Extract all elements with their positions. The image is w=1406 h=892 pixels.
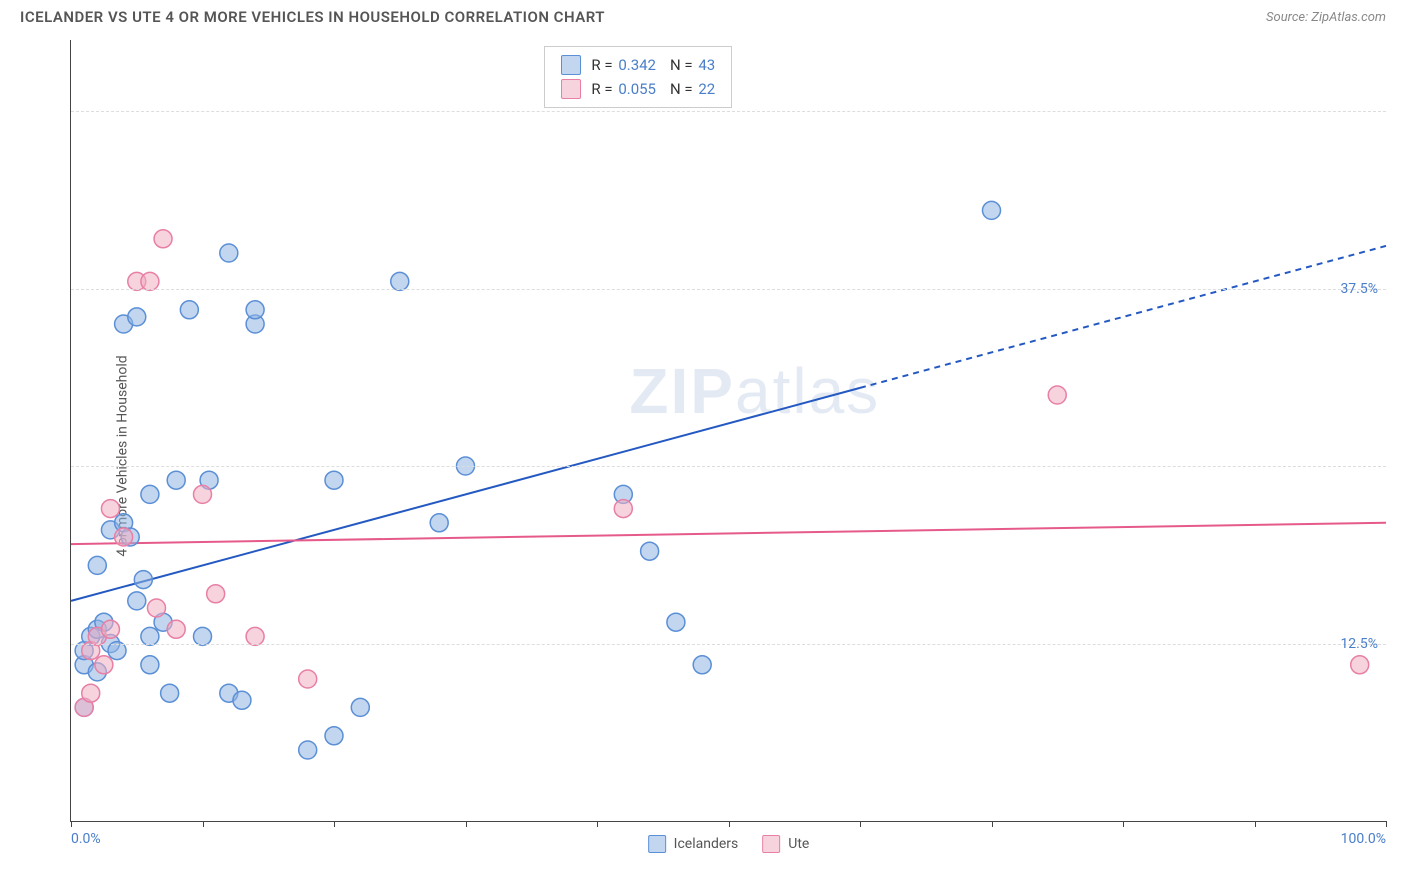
legend-item: Ute bbox=[762, 835, 809, 853]
data-point bbox=[1351, 656, 1369, 674]
trend-line bbox=[71, 523, 1386, 544]
legend-swatch bbox=[762, 835, 780, 853]
x-tick bbox=[466, 821, 467, 827]
data-point bbox=[207, 585, 225, 603]
data-point bbox=[641, 542, 659, 560]
legend-swatch bbox=[561, 79, 581, 99]
x-tick bbox=[1123, 821, 1124, 827]
data-point bbox=[246, 301, 264, 319]
x-tick bbox=[729, 821, 730, 827]
trend-line bbox=[71, 388, 860, 601]
data-point bbox=[141, 485, 159, 503]
legend-swatch bbox=[561, 55, 581, 75]
legend-label: Icelanders bbox=[674, 836, 739, 852]
data-point bbox=[167, 620, 185, 638]
legend-swatch bbox=[648, 835, 666, 853]
data-point bbox=[82, 684, 100, 702]
x-tick bbox=[992, 821, 993, 827]
data-point bbox=[115, 528, 133, 546]
data-point bbox=[325, 471, 343, 489]
chart-title: ICELANDER VS UTE 4 OR MORE VEHICLES IN H… bbox=[20, 8, 605, 26]
gridline bbox=[71, 644, 1386, 645]
data-point bbox=[299, 670, 317, 688]
data-point bbox=[351, 698, 369, 716]
data-point bbox=[194, 485, 212, 503]
legend-row: R = 0.342N = 43 bbox=[561, 53, 715, 77]
trend-line-extrapolated bbox=[860, 246, 1386, 388]
legend-row: R = 0.055N = 22 bbox=[561, 77, 715, 101]
gridline bbox=[71, 466, 1386, 467]
chart-area: 4 or more Vehicles in Household ZIPatlas… bbox=[20, 40, 1386, 872]
data-point bbox=[101, 620, 119, 638]
x-tick bbox=[1255, 821, 1256, 827]
data-point bbox=[128, 308, 146, 326]
legend-label: Ute bbox=[788, 836, 809, 852]
x-tick bbox=[203, 821, 204, 827]
scatter-svg bbox=[71, 40, 1386, 821]
data-point bbox=[95, 656, 113, 674]
data-point bbox=[147, 599, 165, 617]
data-point bbox=[220, 244, 238, 262]
data-point bbox=[614, 500, 632, 518]
data-point bbox=[101, 500, 119, 518]
data-point bbox=[233, 691, 251, 709]
series-legend: Icelanders Ute bbox=[648, 835, 810, 853]
data-point bbox=[154, 230, 172, 248]
y-tick-label: 12.5% bbox=[1340, 636, 1378, 652]
gridline bbox=[71, 289, 1386, 290]
x-tick bbox=[860, 821, 861, 827]
gridline bbox=[71, 111, 1386, 112]
data-point bbox=[180, 301, 198, 319]
data-point bbox=[134, 571, 152, 589]
data-point bbox=[299, 741, 317, 759]
x-tick bbox=[71, 821, 72, 827]
source-label: Source: ZipAtlas.com bbox=[1266, 10, 1386, 25]
data-point bbox=[161, 684, 179, 702]
legend-stats: R = 0.055N = 22 bbox=[591, 77, 715, 101]
x-tick bbox=[1386, 821, 1387, 827]
legend-stats: R = 0.342N = 43 bbox=[591, 53, 715, 77]
x-tick bbox=[334, 821, 335, 827]
data-point bbox=[128, 592, 146, 610]
data-point bbox=[1048, 386, 1066, 404]
data-point bbox=[167, 471, 185, 489]
data-point bbox=[325, 727, 343, 745]
plot-area: ZIPatlas R = 0.342N = 43R = 0.055N = 22 … bbox=[70, 40, 1386, 822]
correlation-legend: R = 0.342N = 43R = 0.055N = 22 bbox=[544, 46, 732, 108]
data-point bbox=[430, 514, 448, 532]
x-tick bbox=[597, 821, 598, 827]
x-tick-label: 100.0% bbox=[1341, 831, 1386, 847]
data-point bbox=[983, 201, 1001, 219]
data-point bbox=[693, 656, 711, 674]
legend-item: Icelanders bbox=[648, 835, 739, 853]
x-tick-label: 0.0% bbox=[71, 831, 101, 847]
data-point bbox=[667, 613, 685, 631]
data-point bbox=[88, 556, 106, 574]
y-tick-label: 37.5% bbox=[1340, 281, 1378, 297]
data-point bbox=[141, 656, 159, 674]
